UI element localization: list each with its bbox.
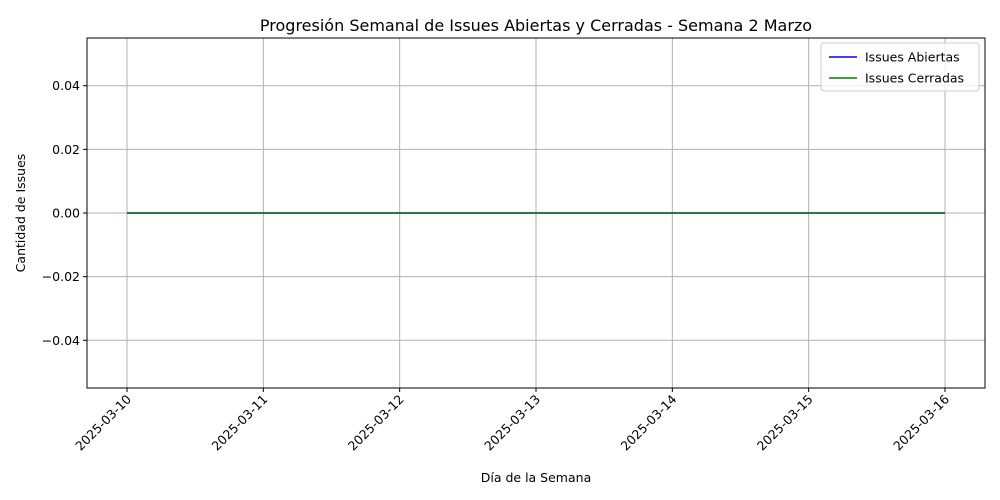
legend-box — [820, 42, 980, 92]
chart-title: Progresión Semanal de Issues Abiertas y … — [260, 16, 812, 35]
x-axis-label: Día de la Semana — [481, 470, 591, 485]
x-tick-label: 2025-03-16 — [890, 391, 952, 453]
y-tick-label: −0.04 — [42, 333, 80, 348]
x-tick-label: 2025-03-14 — [617, 391, 679, 453]
x-tick-label: 2025-03-13 — [481, 392, 543, 454]
x-axis: 2025-03-10 2025-03-11 2025-03-12 2025-03-13… — [72, 388, 952, 453]
y-tick-label: 0.04 — [52, 78, 80, 93]
x-tick-label: 2025-03-12 — [345, 392, 407, 454]
y-tick-label: 0.02 — [52, 142, 80, 157]
legend-label-2: Issues Cerradas — [865, 71, 964, 86]
y-tick-label: −0.02 — [42, 269, 80, 284]
legend: Issues Abiertas Issues Cerradas — [820, 42, 980, 92]
x-tick-label: 2025-03-15 — [754, 392, 816, 454]
x-tick-label: 2025-03-10 — [72, 391, 134, 453]
y-axis: −0.04 −0.02 0.00 0.02 0.04 — [42, 78, 87, 348]
y-tick-label: 0.00 — [52, 206, 80, 221]
y-axis-label: Cantidad de Issues — [13, 154, 28, 273]
x-tick-label: 2025-03-11 — [208, 392, 270, 454]
legend-label-1: Issues Abiertas — [865, 50, 960, 65]
